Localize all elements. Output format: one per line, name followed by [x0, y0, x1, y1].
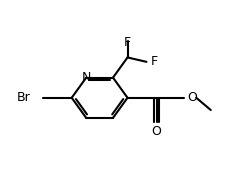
Text: O: O — [187, 91, 196, 104]
Text: F: F — [150, 55, 157, 68]
Text: F: F — [123, 36, 130, 49]
Text: Br: Br — [17, 91, 30, 104]
Text: O: O — [151, 125, 161, 138]
Text: N: N — [81, 71, 90, 84]
